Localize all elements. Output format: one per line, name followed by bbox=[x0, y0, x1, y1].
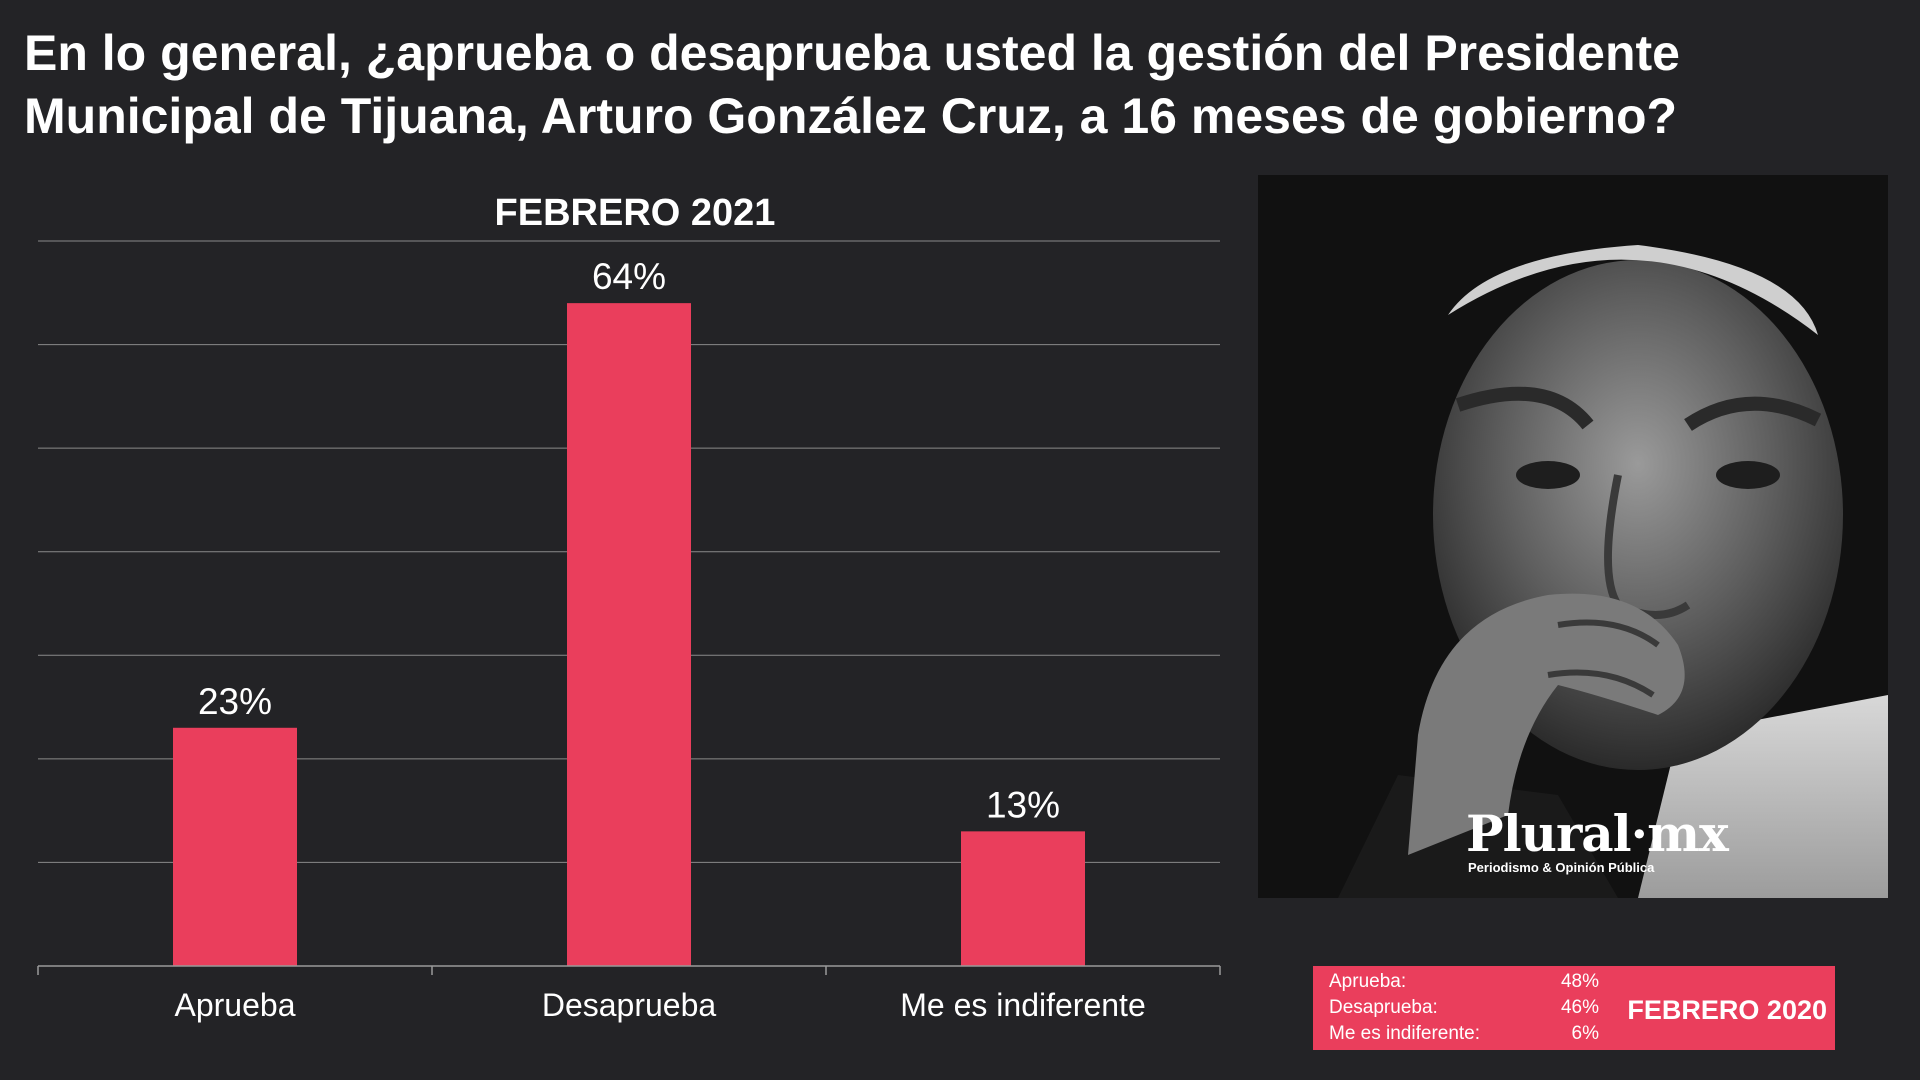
data-label: 13% bbox=[986, 784, 1060, 825]
bar-3 bbox=[961, 831, 1085, 966]
bar-1 bbox=[173, 727, 297, 966]
previous-label: Aprueba: bbox=[1329, 971, 1407, 992]
data-label: 64% bbox=[592, 256, 666, 297]
question-title: En lo general, ¿aprueba o desaprueba ust… bbox=[24, 22, 1884, 148]
previous-results-box: Aprueba: 48% Desaprueba: 46% Me es indif… bbox=[1313, 966, 1835, 1050]
bar-2 bbox=[567, 303, 691, 967]
plural-mx-logo: Plural·mx Periodismo & Opinión Pública bbox=[1466, 804, 1729, 876]
data-label: 23% bbox=[198, 681, 272, 722]
previous-value: 48% bbox=[1560, 971, 1599, 992]
logo-tagline: Periodismo & Opinión Pública bbox=[1468, 860, 1655, 875]
chart-title: FEBRERO 2021 bbox=[495, 192, 776, 234]
approval-bar-chart: 23% 64% 13% Aprueba Desaprueba Me es indifer… bbox=[37, 192, 1221, 1023]
bars: 23% 64% 13% bbox=[173, 256, 1085, 967]
previous-label: Desaprueba: bbox=[1329, 997, 1438, 1018]
previous-value: 6% bbox=[1571, 1023, 1599, 1044]
question-title-line-2: Municipal de Tijuana, Arturo González Cr… bbox=[24, 88, 1678, 144]
category-label: Desaprueba bbox=[542, 987, 717, 1023]
x-axis: Aprueba Desaprueba Me es indiferente bbox=[37, 965, 1221, 1023]
logo-wordmark: Plural·mx bbox=[1466, 804, 1729, 863]
previous-value: 46% bbox=[1560, 997, 1599, 1018]
question-title-line-1: En lo general, ¿aprueba o desaprueba ust… bbox=[24, 25, 1680, 81]
category-label: Me es indiferente bbox=[900, 987, 1145, 1023]
previous-period-title: FEBRERO 2020 bbox=[1627, 995, 1827, 1025]
portrait-illustration bbox=[1258, 175, 1888, 898]
mayor-photo bbox=[1258, 175, 1888, 898]
category-label: Aprueba bbox=[175, 987, 296, 1023]
previous-label: Me es indiferente: bbox=[1329, 1023, 1481, 1044]
